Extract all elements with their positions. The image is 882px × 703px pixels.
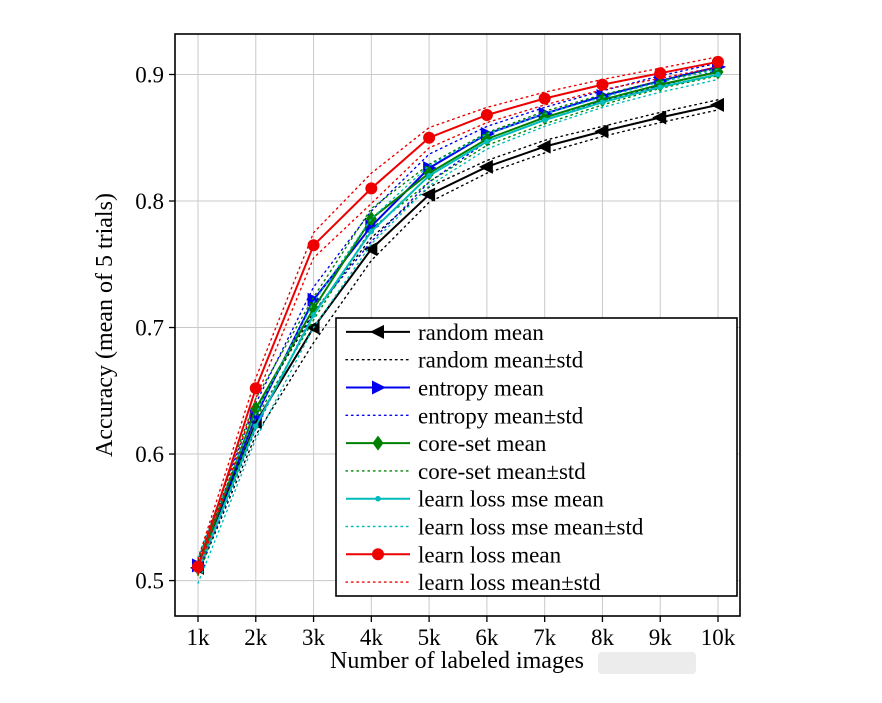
legend-label: learn loss mse mean [418, 487, 604, 512]
marker-circle [538, 92, 551, 105]
marker-triangle-left [652, 110, 667, 125]
legend-label: learn loss mean [418, 542, 562, 567]
x-tick-label: 6k [475, 625, 499, 650]
x-tick-label: 3k [302, 625, 326, 650]
marker-diamond [372, 435, 384, 451]
y-tick-label: 0.5 [135, 569, 164, 594]
marker-triangle-left [421, 187, 436, 202]
marker-circle [307, 239, 320, 252]
y-axis-label: Accuracy (mean of 5 trials) [92, 193, 118, 457]
legend-label: entropy mean±std [418, 403, 584, 428]
x-tick-label: 2k [244, 625, 268, 650]
y-tick-label: 0.7 [135, 316, 164, 341]
marker-dot [375, 495, 381, 502]
x-tick-label: 10k [701, 625, 736, 650]
marker-circle [249, 382, 262, 395]
series-learn-loss-mse-mean [195, 68, 721, 584]
y-tick-label: 0.9 [135, 62, 164, 87]
mean-line [197, 103, 719, 569]
marker-circle [480, 108, 493, 121]
std-upper-line [197, 99, 719, 563]
std-upper-line [197, 67, 719, 561]
std-upper-line [197, 56, 719, 560]
x-tick-label: 7k [533, 625, 557, 650]
legend-box [335, 317, 738, 597]
marker-triangle-left [363, 242, 378, 257]
marker-circle [372, 548, 384, 561]
marker-circle [712, 55, 724, 68]
legend-label: core-set mean±std [418, 459, 586, 484]
x-tick-label: 5k [418, 625, 442, 650]
watermark-smudge [598, 652, 696, 674]
marker-dot [252, 423, 259, 430]
x-tick-label: 4k [360, 625, 384, 650]
marker-dot [484, 138, 490, 145]
mean-line [197, 73, 719, 571]
marker-triangle-left [370, 324, 384, 339]
x-tick-label: 9k [649, 625, 673, 650]
mean-line [197, 71, 719, 569]
legend-label: random mean [418, 320, 544, 345]
marker-dot [541, 117, 548, 123]
marker-triangle-left [305, 320, 320, 335]
legend-label: learn loss mean±std [418, 570, 601, 595]
marker-dot [715, 71, 721, 78]
marker-circle [423, 131, 436, 144]
x-axis-label: Number of labeled images [330, 648, 584, 674]
marker-diamond [250, 401, 262, 417]
marker-circle [192, 560, 204, 573]
marker-triangle-left [536, 139, 551, 154]
legend-label: entropy mean [418, 376, 544, 401]
x-tick-label: 1k [187, 625, 211, 650]
tick-labels: 1k 2k 3k 4k 5k 6k 7k 8k 9k 10k 0.5 0.6 0.7 0.8 0.9 [135, 62, 736, 650]
legend: random mean random mean±std entropy meanen… [335, 317, 738, 597]
marker-dot [310, 312, 317, 318]
series-random-mean [190, 97, 724, 575]
marker-dot [368, 228, 375, 235]
marker-circle [365, 182, 378, 195]
mean-line [197, 60, 719, 568]
y-tick-label: 0.6 [135, 442, 164, 467]
marker-dot [426, 172, 432, 179]
std-lower-line [197, 66, 719, 575]
marker-dot [657, 84, 664, 90]
std-upper-line [197, 68, 719, 559]
legend-label: random mean±std [418, 348, 584, 373]
marker-dot [599, 99, 606, 106]
marker-circle [654, 67, 667, 80]
std-lower-line [197, 109, 719, 575]
legend-label: learn loss mse mean±std [418, 515, 644, 540]
marker-triangle-right [307, 292, 322, 307]
series-learn-loss-mean [192, 55, 724, 575]
chart-layers: 1k 2k 3k 4k 5k 6k 7k 8k 9k 10k 0.5 0.6 0.7 0.8 0.9 rand… [135, 33, 741, 650]
x-tick-label: 8k [591, 625, 615, 650]
marker-diamond [365, 211, 377, 227]
plot-border [174, 33, 741, 617]
legend-label: core-set mean [418, 431, 547, 456]
marker-circle [596, 78, 609, 91]
marker-triangle-right [372, 380, 386, 395]
y-tick-label: 0.8 [135, 189, 164, 214]
marker-triangle-left [710, 97, 724, 112]
marker-triangle-left [478, 159, 493, 174]
marker-triangle-left [594, 124, 609, 139]
